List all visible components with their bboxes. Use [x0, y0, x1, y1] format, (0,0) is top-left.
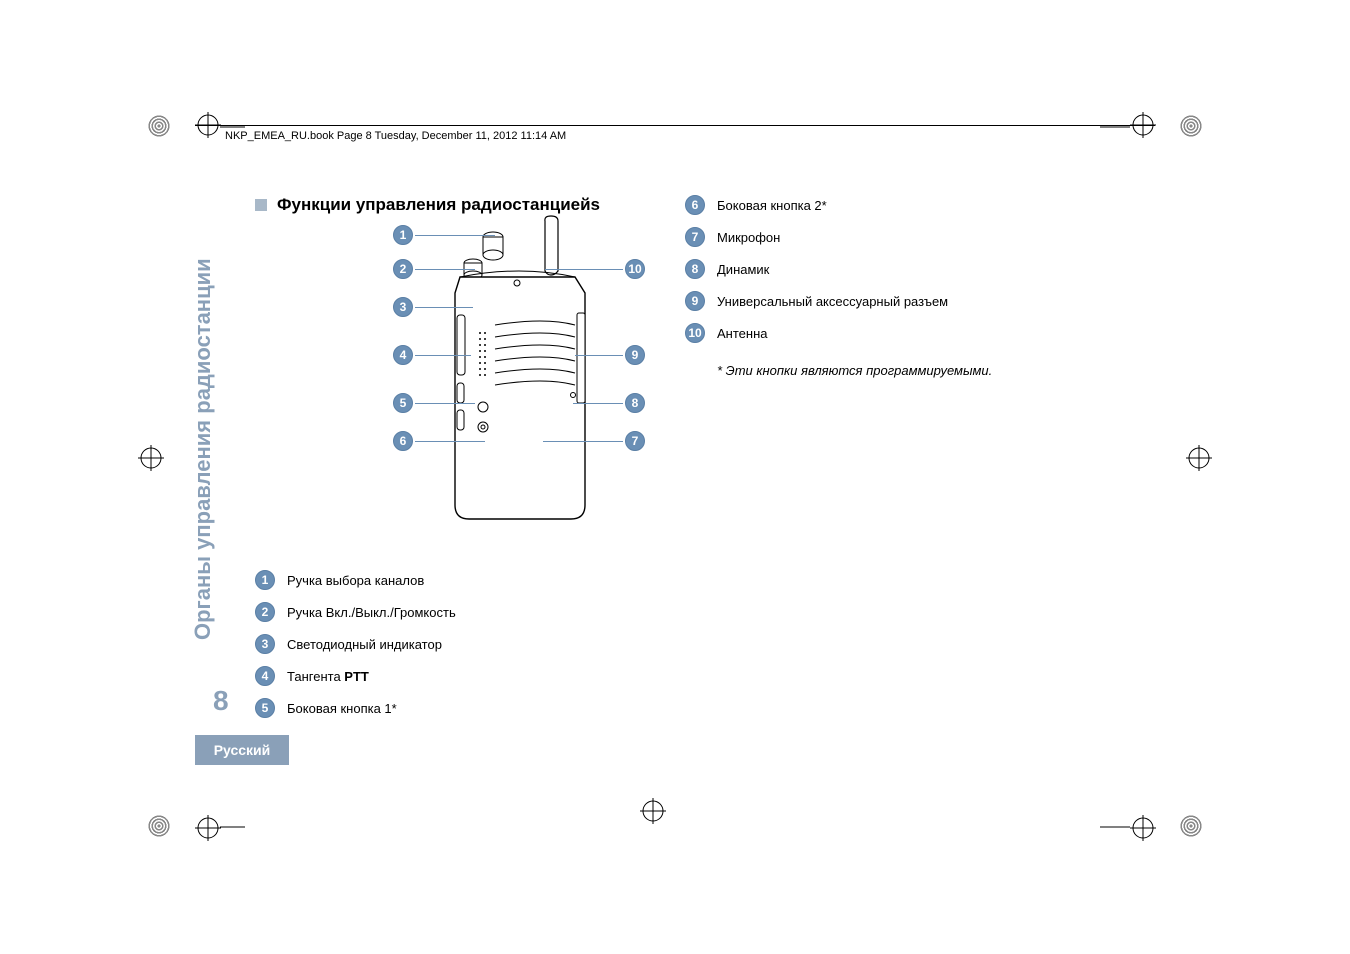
lead-line [415, 269, 475, 270]
legend-num: 9 [685, 291, 705, 311]
legend-item-8: 8 Динамик [685, 259, 1105, 279]
page: NKP_EMEA_RU.book Page 8 Tuesday, Decembe… [195, 95, 1155, 795]
lead-line [415, 441, 485, 442]
legend-label: Ручка Вкл./Выкл./Громкость [287, 605, 456, 620]
legend-label: Тангента PTT [287, 669, 369, 684]
lead-line [415, 235, 495, 236]
legend-num: 1 [255, 570, 275, 590]
reg-mark-mr [1186, 445, 1212, 471]
lead-line [545, 269, 623, 270]
lead-line [575, 355, 623, 356]
callout-4: 4 [393, 345, 413, 365]
legend-item-10: 10 Антенна [685, 323, 1105, 343]
radio-illustration [425, 215, 625, 535]
legend-item-5: 5 Боковая кнопка 1* [255, 698, 635, 718]
legend-num: 3 [255, 634, 275, 654]
reg-target-bl [148, 815, 170, 837]
callout-6: 6 [393, 431, 413, 451]
callout-7: 7 [625, 431, 645, 451]
legend-item-9: 9 Универсальный аксессуарный разъем [685, 291, 1105, 311]
legend-label: Боковая кнопка 1* [287, 701, 397, 716]
lead-line [415, 307, 473, 308]
callout-3: 3 [393, 297, 413, 317]
reg-target-tl [148, 115, 170, 137]
radio-diagram: 1 2 3 4 5 6 10 9 8 7 [275, 215, 655, 555]
legend-label: Микрофон [717, 230, 780, 245]
callout-8: 8 [625, 393, 645, 413]
lead-line [415, 403, 475, 404]
legend-num: 8 [685, 259, 705, 279]
legend-left: 1 Ручка выбора каналов 2 Ручка Вкл./Выкл… [255, 570, 635, 730]
reg-target-tr [1180, 115, 1202, 137]
legend-item-3: 3 Светодиодный индикатор [255, 634, 635, 654]
legend-item-2: 2 Ручка Вкл./Выкл./Громкость [255, 602, 635, 622]
callout-5: 5 [393, 393, 413, 413]
reg-target-br [1180, 815, 1202, 837]
legend-label: Динамик [717, 262, 769, 277]
lead-line [415, 355, 471, 356]
callout-10: 10 [625, 259, 645, 279]
reg-mark-mb [640, 798, 666, 824]
header-rule [195, 125, 1155, 126]
legend-num: 7 [685, 227, 705, 247]
lead-line [573, 403, 623, 404]
legend-item-7: 7 Микрофон [685, 227, 1105, 247]
legend-num: 2 [255, 602, 275, 622]
crop-line-bl [195, 825, 245, 829]
legend-num: 4 [255, 666, 275, 686]
page-number: 8 [213, 685, 229, 717]
legend-num: 5 [255, 698, 275, 718]
legend-item-4: 4 Тангента PTT [255, 666, 635, 686]
sidebar-heading: Органы управления радиостанции [190, 258, 216, 640]
legend-label: Антенна [717, 326, 767, 341]
callout-1: 1 [393, 225, 413, 245]
legend-label: Универсальный аксессуарный разъем [717, 294, 948, 309]
footnote: * Эти кнопки являются программируемыми. [717, 363, 1105, 378]
callout-2: 2 [393, 259, 413, 279]
legend-label: Ручка выбора каналов [287, 573, 424, 588]
legend-item-6: 6 Боковая кнопка 2* [685, 195, 1105, 215]
language-footer: Русский [195, 735, 289, 765]
legend-label: Светодиодный индикатор [287, 637, 442, 652]
legend-num: 6 [685, 195, 705, 215]
callout-9: 9 [625, 345, 645, 365]
section-title: Функции управления радиостанциейs [255, 195, 600, 215]
lead-line [543, 441, 623, 442]
header-text: NKP_EMEA_RU.book Page 8 Tuesday, Decembe… [225, 130, 566, 142]
legend-item-1: 1 Ручка выбора каналов [255, 570, 635, 590]
crop-line-br [1100, 825, 1150, 829]
legend-right: 6 Боковая кнопка 2* 7 Микрофон 8 Динамик… [685, 195, 1105, 378]
legend-label: Боковая кнопка 2* [717, 198, 827, 213]
reg-mark-ml [138, 445, 164, 471]
legend-num: 10 [685, 323, 705, 343]
